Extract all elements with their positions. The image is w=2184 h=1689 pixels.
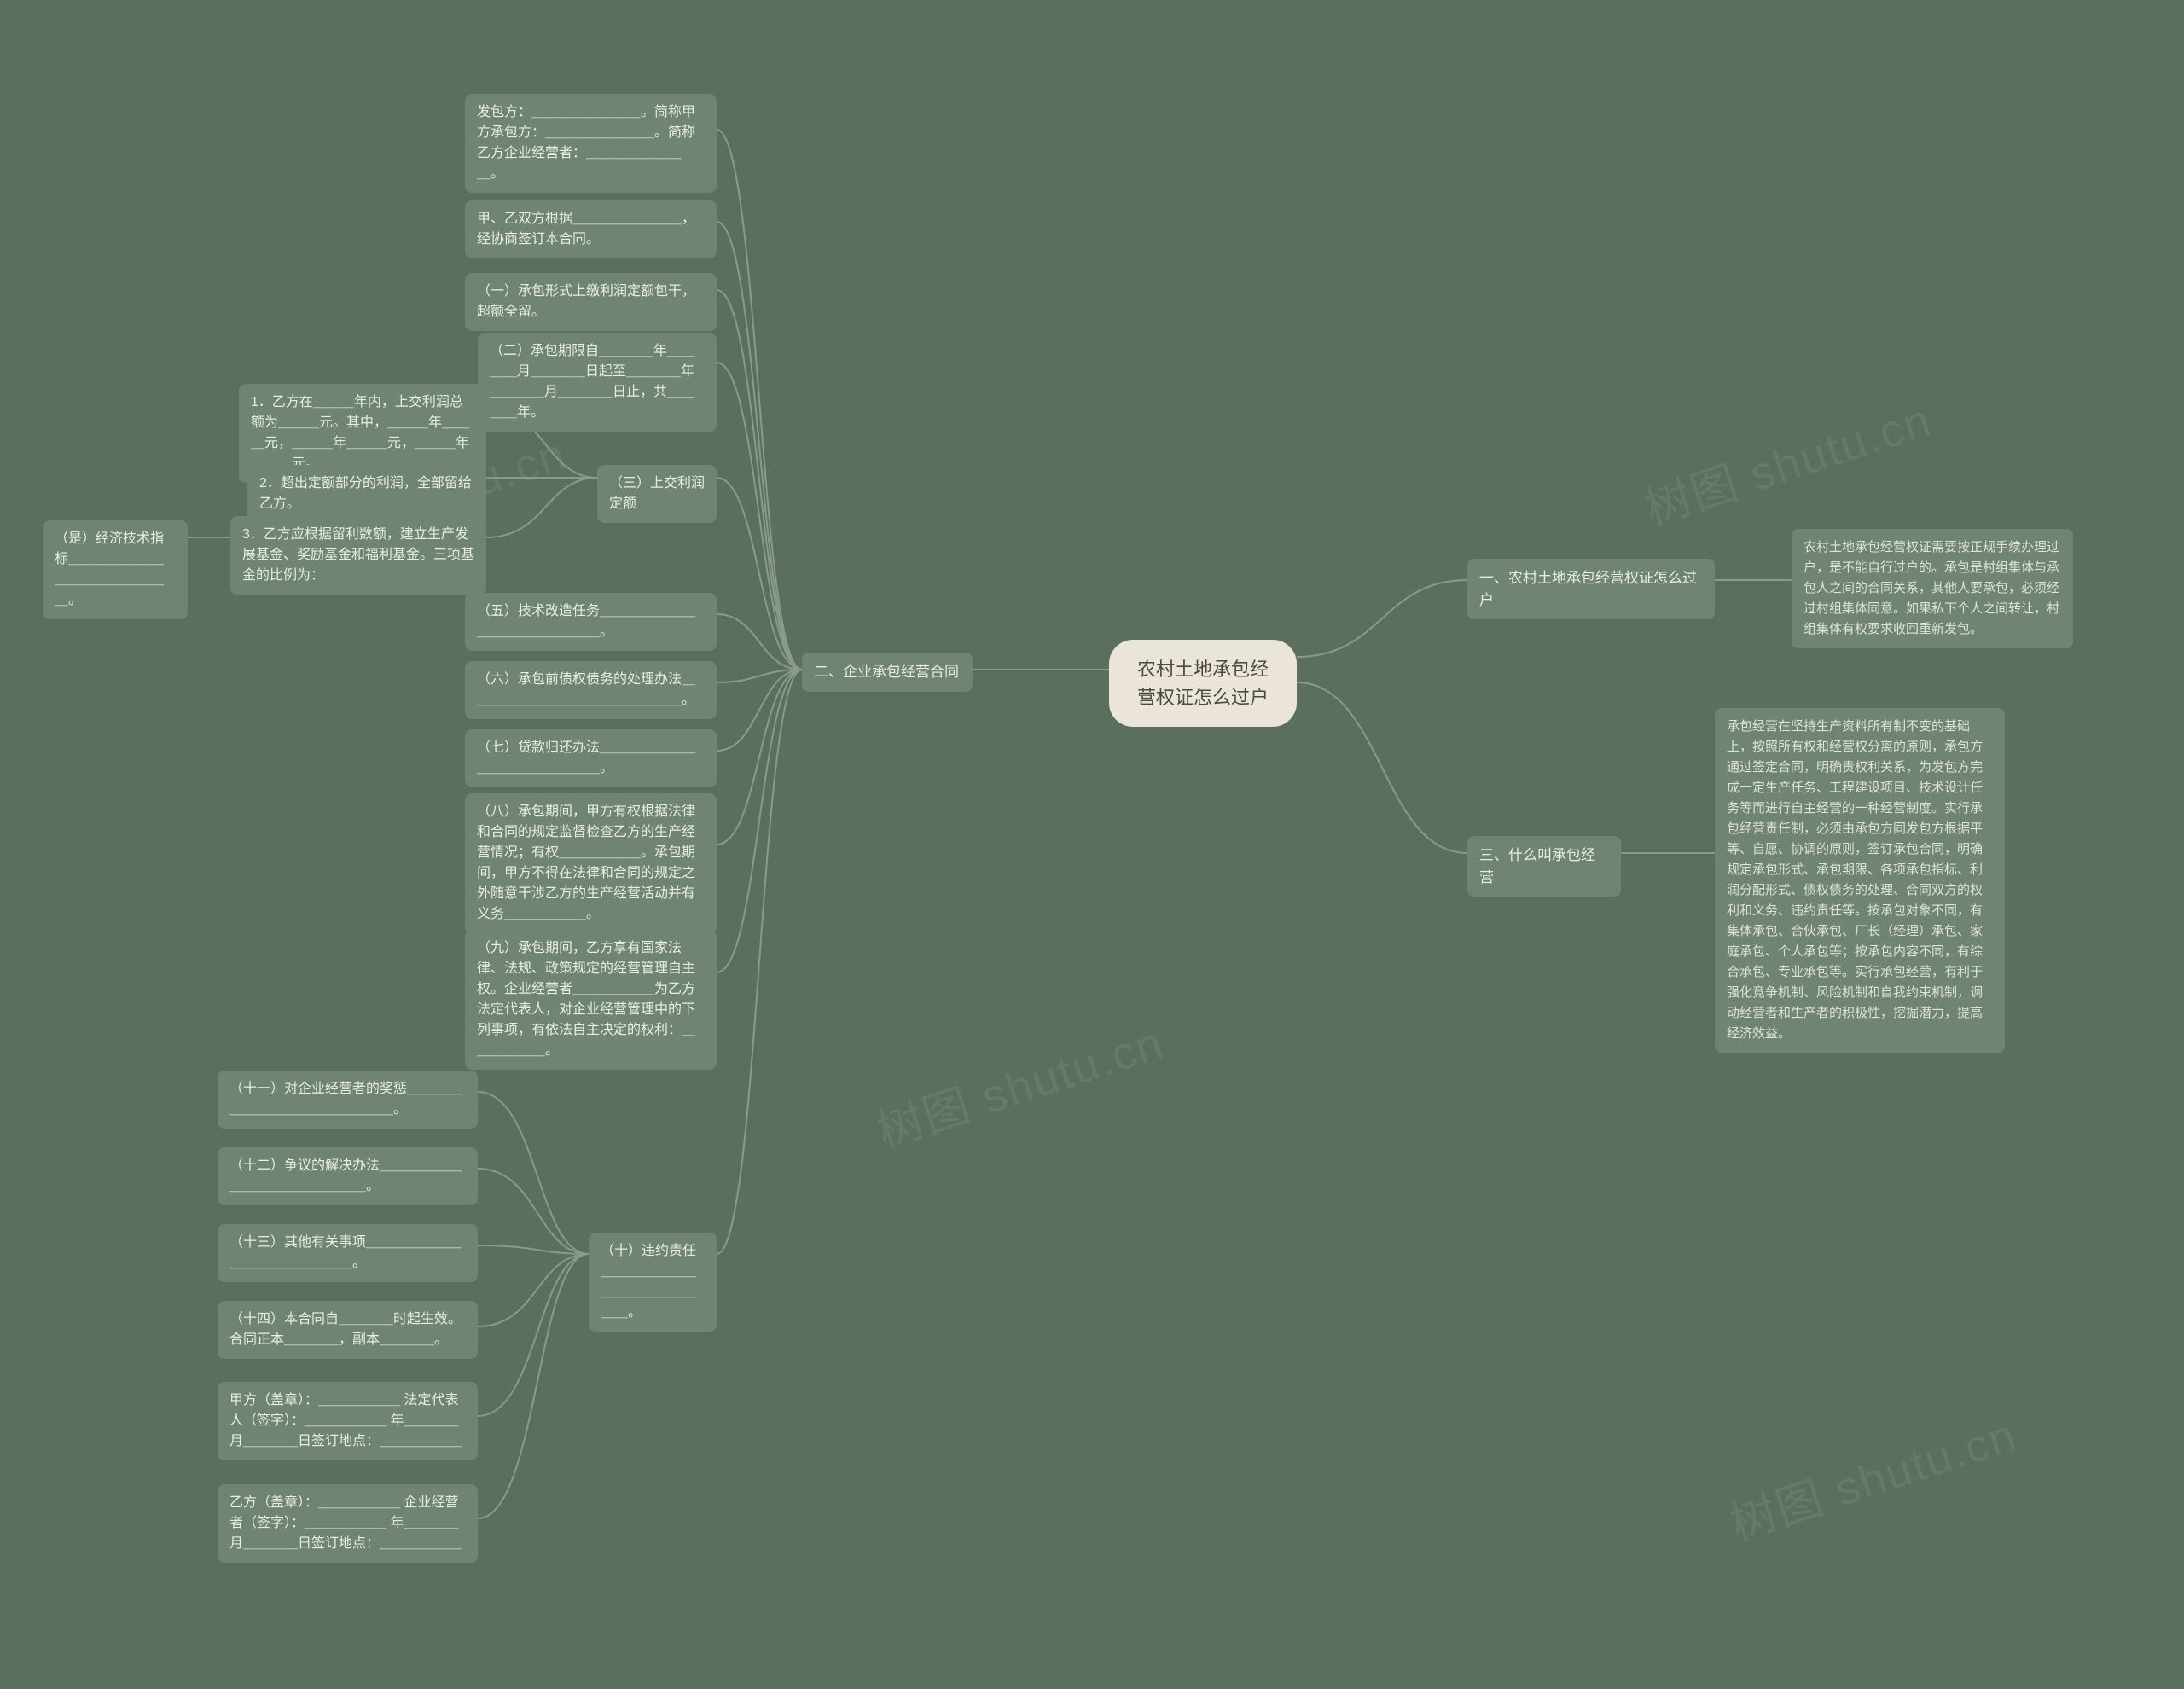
b2-c7[interactable]: （六）承包前债权债务的处理办法＿＿＿＿＿＿＿＿＿＿＿＿＿＿＿＿。 <box>465 661 717 719</box>
b2-c11[interactable]: （十）违约责任＿＿＿＿＿＿＿＿＿＿＿＿＿＿＿＿。 <box>589 1233 717 1332</box>
branch-2[interactable]: 二、企业承包经营合同 <box>802 653 973 692</box>
b2-c5[interactable]: （三）上交利润定额 <box>597 465 717 523</box>
b2-c1[interactable]: 发包方：＿＿＿＿＿＿＿＿。简称甲方承包方：＿＿＿＿＿＿＿＿。简称乙方企业经营者：… <box>465 94 717 193</box>
b2-c5-s2[interactable]: 2．超出定额部分的利润，全部留给乙方。 <box>247 465 486 523</box>
branch-3-desc: 承包经营在坚持生产资料所有制不变的基础上，按照所有权和经营权分离的原则，承包方通… <box>1715 708 2005 1053</box>
b2-c10[interactable]: （九）承包期间，乙方享有国家法律、法规、政策规定的经营管理自主权。企业经营者＿＿… <box>465 930 717 1070</box>
b2-c9[interactable]: （八）承包期间，甲方有权根据法律和合同的规定监督检查乙方的生产经营情况；有权＿＿… <box>465 793 717 933</box>
branch-3[interactable]: 三、什么叫承包经营 <box>1467 836 1621 897</box>
b2-c11-t6[interactable]: 乙方（盖章）：＿＿＿＿＿＿ 企业经营者（签字）：＿＿＿＿＿＿ 年＿＿＿＿月＿＿＿… <box>218 1484 478 1563</box>
b2-c3[interactable]: （一）承包形式上缴利润定额包干，超额全留。 <box>465 273 717 331</box>
branch-1-desc: 农村土地承包经营权证需要按正规手续办理过户，是不能自行过户的。承包是村组集体与承… <box>1792 529 2073 648</box>
b2-c8[interactable]: （七）贷款归还办法＿＿＿＿＿＿＿＿＿＿＿＿＿＿＿＿。 <box>465 729 717 787</box>
watermark: 树图 shutu.cn <box>1720 1397 2024 1553</box>
b2-c11-t5[interactable]: 甲方（盖章）：＿＿＿＿＿＿ 法定代表人（签字）：＿＿＿＿＿＿ 年＿＿＿＿月＿＿＿… <box>218 1382 478 1460</box>
b2-c11-t4[interactable]: （十四）本合同自＿＿＿＿时起生效。合同正本＿＿＿＿，副本＿＿＿＿。 <box>218 1301 478 1359</box>
root-node[interactable]: 农村土地承包经营权证怎么过户 <box>1109 640 1297 727</box>
b2-c5-s3[interactable]: 3．乙方应根据留利数额，建立生产发展基金、奖励基金和福利基金。三项基金的比例为： <box>230 516 486 595</box>
b2-c-is[interactable]: （是）经济技术指标＿＿＿＿＿＿＿＿＿＿＿＿＿＿＿＿。 <box>43 520 188 619</box>
b2-c6[interactable]: （五）技术改造任务＿＿＿＿＿＿＿＿＿＿＿＿＿＿＿＿。 <box>465 593 717 651</box>
watermark: 树图 shutu.cn <box>867 1005 1170 1161</box>
b2-c11-t1[interactable]: （十一）对企业经营者的奖惩＿＿＿＿＿＿＿＿＿＿＿＿＿＿＿＿。 <box>218 1071 478 1129</box>
b2-c4[interactable]: （二）承包期限自＿＿＿＿年＿＿＿＿月＿＿＿＿日起至＿＿＿＿年＿＿＿＿月＿＿＿＿日… <box>478 333 717 432</box>
b2-c11-t2[interactable]: （十二）争议的解决办法＿＿＿＿＿＿＿＿＿＿＿＿＿＿＿＿。 <box>218 1147 478 1205</box>
watermark: 树图 shutu.cn <box>1635 382 1938 538</box>
b2-c11-t3[interactable]: （十三）其他有关事项＿＿＿＿＿＿＿＿＿＿＿＿＿＿＿＿。 <box>218 1224 478 1282</box>
branch-1[interactable]: 一、农村土地承包经营权证怎么过户 <box>1467 559 1715 619</box>
b2-c2[interactable]: 甲、乙双方根据＿＿＿＿＿＿＿＿，经协商签订本合同。 <box>465 200 717 258</box>
